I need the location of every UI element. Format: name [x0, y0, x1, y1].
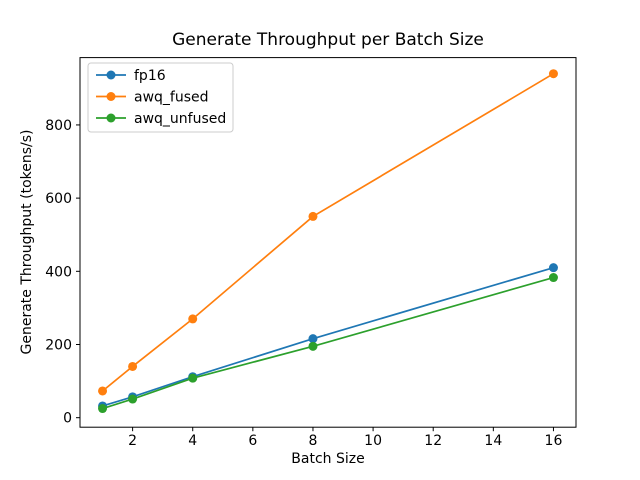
- legend-handle-marker-awq_fused: [106, 92, 116, 101]
- x-tick-label: 2: [128, 433, 137, 449]
- legend-box: [87, 62, 234, 133]
- y-tick-label: 800: [45, 118, 72, 134]
- data-point-awq_unfused: [308, 341, 318, 351]
- x-tick-label: 14: [484, 433, 502, 449]
- data-point-awq_unfused: [98, 404, 108, 414]
- y-axis-label: Generate Throughput (tokens/s): [19, 129, 35, 355]
- y-tick-label: 400: [45, 264, 72, 280]
- x-tick-label: 4: [188, 433, 197, 449]
- data-point-awq_fused: [98, 386, 108, 396]
- data-point-awq_unfused: [128, 394, 138, 404]
- x-tick-label: 12: [424, 433, 442, 449]
- data-point-awq_unfused: [548, 273, 558, 283]
- data-point-awq_fused: [128, 361, 138, 371]
- data-point-awq_fused: [188, 314, 198, 324]
- data-point-awq_fused: [548, 69, 558, 79]
- legend-label-awq_unfused: awq_unfused: [134, 111, 226, 127]
- x-tick-label: 6: [248, 433, 257, 449]
- data-point-awq_fused: [308, 211, 318, 221]
- series-line-awq_unfused: [102, 276, 554, 410]
- y-tick-label: 600: [45, 191, 72, 207]
- legend-label-awq_fused: awq_fused: [134, 90, 209, 106]
- data-point-fp16: [548, 263, 558, 273]
- legend-label-fp16: fp16: [134, 68, 166, 84]
- chart-title: Generate Throughput per Batch Size: [172, 30, 484, 50]
- legend-handle-marker-fp16: [106, 70, 116, 80]
- x-tick-label: 10: [364, 433, 382, 449]
- legend-handle-marker-awq_unfused: [106, 113, 116, 123]
- x-tick-label: 16: [545, 433, 563, 449]
- y-tick-label: 0: [63, 411, 72, 427]
- x-axis-label: Batch Size: [291, 451, 365, 467]
- data-point-awq_unfused: [188, 373, 198, 383]
- x-tick-label: 8: [309, 433, 318, 449]
- axes-border: [79, 57, 577, 428]
- data-point-fp16: [308, 334, 318, 344]
- y-tick-label: 200: [45, 337, 72, 353]
